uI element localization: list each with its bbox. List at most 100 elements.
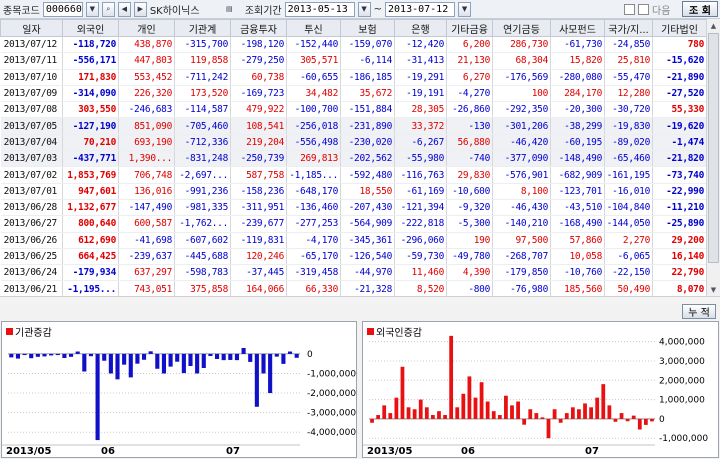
value-cell: -59,730 <box>394 248 447 266</box>
bar <box>552 409 557 419</box>
value-cell: -26,860 <box>446 101 493 119</box>
column-header[interactable]: 개인 <box>118 19 175 37</box>
document-icon[interactable]: ▤ <box>226 5 233 13</box>
value-cell: -136,460 <box>286 199 341 217</box>
value-cell: -22,150 <box>604 264 653 282</box>
next-stock-icon[interactable]: ▶ <box>133 1 147 17</box>
bar <box>168 353 173 367</box>
value-cell: -46,430 <box>492 199 551 217</box>
bar <box>406 407 411 419</box>
bar <box>437 411 441 419</box>
scroll-thumb[interactable] <box>708 33 719 263</box>
y-tick-label: -3,000,000 <box>307 409 356 419</box>
date-cell: 2013/06/26 <box>0 232 63 249</box>
value-cell: -49,780 <box>446 248 493 266</box>
next-checkbox[interactable] <box>638 3 650 15</box>
next-label[interactable]: 다음 <box>652 5 671 17</box>
table-row[interactable]: 2013/07/09 -314,090 226,320 173,520 -169,723… <box>0 85 707 103</box>
value-cell: 6,200 <box>446 36 493 54</box>
table-row[interactable]: 2013/07/11 -556,171 447,803 119,858 -279,250… <box>0 52 707 70</box>
value-cell: -1,195... <box>62 280 119 298</box>
column-header[interactable]: 기타금융 <box>446 19 493 37</box>
column-header[interactable]: 외국인 <box>62 19 119 37</box>
value-cell: 706,748 <box>118 166 175 184</box>
table-row[interactable]: 2013/07/05 -127,190 851,090 -705,460 108,541… <box>0 117 707 135</box>
value-cell: 1,390... <box>118 150 175 168</box>
column-header[interactable]: 국가/지... <box>604 19 653 37</box>
value-cell: -10,760 <box>550 264 605 282</box>
scroll-up-icon[interactable]: ▲ <box>710 21 717 30</box>
institution-chart-legend: 기관증감 <box>6 324 52 339</box>
column-header[interactable]: 연기금등 <box>492 19 551 37</box>
table-row[interactable]: 2013/06/24 -179,934 637,297 -598,783 -37,445… <box>0 264 707 282</box>
horizontal-scrollbar[interactable] <box>0 296 720 304</box>
value-cell: -55,980 <box>394 150 447 168</box>
table-row[interactable]: 2013/06/21 -1,195... 743,051 375,858 164,066… <box>0 280 707 298</box>
table-row[interactable]: 2013/07/02 1,853,769 706,748 -2,697... 587,7… <box>0 166 707 184</box>
value-cell: 8,520 <box>394 280 447 298</box>
value-cell: -41,698 <box>118 232 175 249</box>
table-row[interactable]: 2013/06/25 664,425 -239,637 -445,688 120,246… <box>0 248 707 266</box>
option-checkbox[interactable] <box>624 3 636 15</box>
value-cell: 284,170 <box>550 85 605 103</box>
query-button[interactable]: 조 회 <box>682 1 718 17</box>
bar <box>55 353 60 356</box>
value-cell: -345,361 <box>340 232 395 249</box>
prev-stock-icon[interactable]: ◀ <box>117 1 131 17</box>
value-cell: -121,394 <box>394 199 447 217</box>
bar <box>643 418 648 425</box>
column-header[interactable]: 기관계 <box>174 19 231 37</box>
column-header[interactable]: 사모펀드 <box>550 19 605 37</box>
value-cell: 587,758 <box>230 166 287 184</box>
date-from-input[interactable]: 2013-05-13 <box>284 1 355 17</box>
value-cell: 851,090 <box>118 117 175 135</box>
calendar-from-icon[interactable]: ▼ <box>357 1 371 17</box>
value-cell: -22,990 <box>652 183 707 200</box>
value-cell: 600,587 <box>118 215 175 233</box>
column-header[interactable]: 은행 <box>394 19 447 37</box>
vertical-scrollbar[interactable]: ▲ ▼ <box>706 19 720 296</box>
y-tick-label: 0 <box>307 350 313 360</box>
bar <box>491 411 496 419</box>
column-header[interactable]: 보험 <box>340 19 395 37</box>
value-cell: -21,820 <box>652 150 707 168</box>
value-cell: 286,730 <box>492 36 551 54</box>
x-axis-label: 2013/05 <box>367 446 412 457</box>
date-to-input[interactable]: 2013-07-12 <box>385 1 456 17</box>
bar <box>261 353 266 374</box>
value-cell: -169,723 <box>230 85 287 103</box>
value-cell: -140,210 <box>492 215 551 233</box>
cumulative-button[interactable]: 누 적 <box>682 304 716 319</box>
table-row[interactable]: 2013/07/08 303,550 -246,683 -114,587 479,922… <box>0 101 707 119</box>
table-row[interactable]: 2013/06/27 800,640 600,587 -1,762... -239,67… <box>0 215 707 233</box>
column-header[interactable]: 투신 <box>286 19 341 37</box>
table-row[interactable]: 2013/07/01 947,601 136,016 -991,236 -158,236… <box>0 183 707 200</box>
table-row[interactable]: 2013/06/26 612,690 -41,698 -607,602 -119,831… <box>0 232 707 249</box>
bar <box>558 418 563 423</box>
value-cell: -186,185 <box>340 69 395 86</box>
table-row[interactable]: 2013/07/12 -118,720 438,870 -315,700 -198,12… <box>0 36 707 54</box>
table-row[interactable]: 2013/07/04 70,210 693,190 -712,336 219,204 -5… <box>0 134 707 152</box>
table-row[interactable]: 2013/07/03 -437,771 1,390... -831,248 -250,7… <box>0 150 707 168</box>
value-cell: -118,720 <box>62 36 119 54</box>
value-cell: -30,720 <box>604 101 653 119</box>
value-cell: 28,305 <box>394 101 447 119</box>
y-tick-label: 3,000,000 <box>659 357 705 367</box>
value-cell: -607,602 <box>174 232 231 249</box>
scroll-down-icon[interactable]: ▼ <box>710 285 717 294</box>
calendar-to-icon[interactable]: ▼ <box>458 1 472 17</box>
value-cell: -1,185... <box>286 166 341 184</box>
value-cell: 34,482 <box>286 85 341 103</box>
column-header[interactable]: 기타법인 <box>652 19 707 37</box>
search-icon[interactable]: ⌕ <box>101 1 115 17</box>
column-header[interactable]: 일자 <box>0 19 63 37</box>
bar <box>241 348 246 354</box>
column-header[interactable]: 금융투자 <box>230 19 287 37</box>
dropdown-arrow-icon[interactable]: ▼ <box>85 1 99 17</box>
stock-code-input[interactable]: 000660 <box>42 1 83 17</box>
table-row[interactable]: 2013/06/28 1,132,677 -147,490 -981,335 -311,… <box>0 199 707 217</box>
bar <box>631 415 636 419</box>
table-row[interactable]: 2013/07/10 171,830 553,452 -711,242 60,738 -6… <box>0 69 707 86</box>
value-cell: 25,810 <box>604 52 653 70</box>
value-cell: -21,328 <box>340 280 395 298</box>
